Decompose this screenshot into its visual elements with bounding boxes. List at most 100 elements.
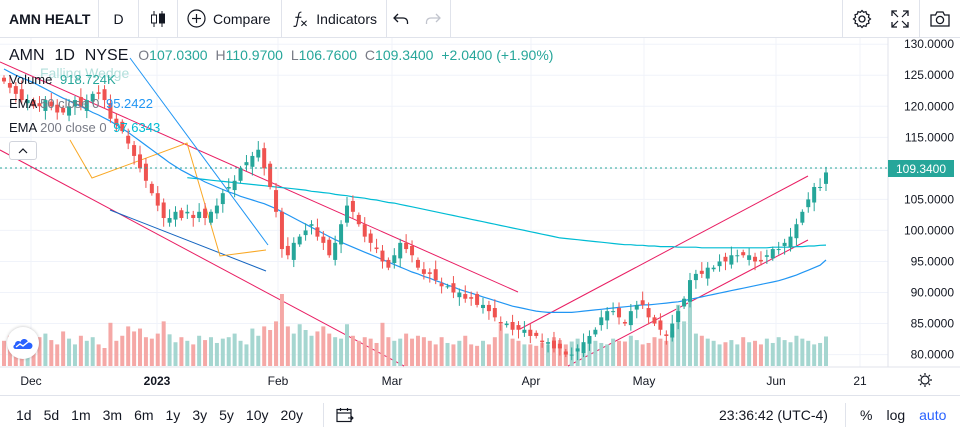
clock-label[interactable]: 23:36:42 (UTC-4) (719, 406, 828, 423)
volume-bar (268, 330, 273, 366)
candle-body (197, 211, 202, 219)
gear-icon (852, 9, 872, 29)
candle-body (374, 247, 379, 250)
candle-body (398, 242, 403, 259)
volume-bar (800, 338, 805, 366)
range-button-3y[interactable]: 3y (192, 406, 208, 423)
range-button-1y[interactable]: 1y (165, 406, 181, 423)
candle-body (143, 163, 148, 181)
volume-bar (333, 337, 338, 366)
candle-body (49, 101, 54, 107)
symbol-search-button[interactable]: AMN HEALT (0, 0, 99, 38)
range-button-5d[interactable]: 5d (43, 406, 60, 423)
candle-body (31, 100, 36, 107)
volume-bar (167, 334, 172, 366)
candle-body (297, 236, 302, 245)
candle-body (457, 292, 462, 298)
time-axis-settings-button[interactable] (918, 373, 932, 387)
volume-bar (528, 344, 533, 366)
candle-body (788, 236, 793, 248)
interval-button[interactable]: D (99, 0, 139, 38)
volume-bar (723, 342, 728, 366)
volume-bar (729, 340, 734, 366)
volume-bar (415, 335, 420, 366)
candle-body (404, 242, 409, 250)
candle-body (410, 245, 415, 256)
candle-body (303, 230, 308, 236)
candle-body (516, 325, 521, 330)
volume-bar (747, 342, 752, 366)
range-button-6m[interactable]: 6m (134, 406, 154, 423)
top-toolbar: AMN HEALT D Compare Indicators (0, 0, 960, 38)
volume-bar (138, 328, 143, 366)
range-button-3m[interactable]: 3m (102, 406, 123, 423)
candle-body (540, 340, 545, 343)
candle-body (741, 252, 746, 256)
candle-body (138, 154, 143, 169)
candle-body (445, 286, 450, 288)
range-button-1d[interactable]: 1d (16, 406, 32, 423)
price-tick-label: 90.0000 (911, 286, 955, 300)
candle-body (339, 224, 344, 245)
candle-body (179, 210, 184, 219)
time-axis[interactable]: Dec 2023 Feb Mar Apr May Jun 21 (20, 374, 867, 388)
candle-body (126, 135, 131, 144)
rising-channel-upper-line (519, 175, 809, 330)
auto-scale-toggle[interactable]: auto (919, 406, 947, 423)
candle-body (232, 180, 237, 191)
fullscreen-icon (891, 10, 909, 28)
log-scale-toggle[interactable]: log (886, 406, 906, 423)
gear-teeth (918, 373, 932, 387)
volume-bar (534, 345, 539, 366)
candle-body (599, 317, 604, 326)
chart-style-button[interactable] (139, 0, 178, 38)
volume-bar (356, 340, 361, 366)
candle-body (776, 249, 781, 251)
candle-body (569, 354, 574, 356)
undo-button[interactable] (387, 0, 415, 38)
compare-button[interactable]: Compare (178, 0, 282, 38)
volume-bar (457, 340, 462, 366)
candle-body (818, 186, 823, 188)
legend-collapse-button[interactable] (9, 141, 37, 160)
volume-bar (475, 345, 480, 366)
range-button-5y[interactable]: 5y (219, 406, 234, 423)
volume-bar (303, 330, 308, 366)
range-button-20y[interactable]: 20y (280, 406, 304, 423)
volume-bar (49, 340, 54, 366)
falling-wedge-text: Falling Wedge (40, 65, 130, 81)
candle-body (622, 321, 627, 324)
candle-body (203, 208, 208, 219)
candle-body (185, 211, 190, 214)
candle-body (380, 250, 385, 262)
redo-button[interactable] (415, 0, 451, 38)
price-tick-label: 130.0000 (904, 38, 954, 51)
volume-bar (522, 344, 527, 366)
settings-button[interactable] (842, 0, 881, 38)
candle-body (274, 190, 279, 212)
indicators-button[interactable]: Indicators (282, 0, 387, 38)
candle-body (368, 233, 373, 243)
volume-bar (753, 340, 758, 366)
volume-bar (262, 326, 267, 366)
scale-options: % log auto (845, 402, 947, 427)
range-button-10y[interactable]: 10y (245, 406, 269, 423)
volume-value: 918.724K (60, 72, 116, 87)
chart-grid (0, 38, 888, 367)
fullscreen-button[interactable] (881, 0, 919, 38)
candle-body (279, 211, 284, 250)
volume-label: Volume (9, 72, 53, 87)
tradingview-logo[interactable] (7, 327, 39, 359)
price-chart[interactable]: 130.0000125.0000120.0000115.0000110.0000… (0, 38, 960, 395)
price-axis[interactable]: 130.0000125.0000120.0000115.0000110.0000… (904, 38, 954, 362)
range-button-1m[interactable]: 1m (71, 406, 91, 423)
snapshot-button[interactable] (919, 0, 960, 38)
volume-bar (297, 324, 302, 366)
candle-body (717, 261, 722, 267)
volume-bar (687, 301, 692, 366)
candle-body (634, 304, 639, 310)
date-range-button[interactable] (323, 402, 354, 427)
volume-bar (504, 333, 509, 366)
percent-scale-toggle[interactable]: % (860, 406, 873, 423)
time-tick-label: Jun (766, 374, 785, 388)
